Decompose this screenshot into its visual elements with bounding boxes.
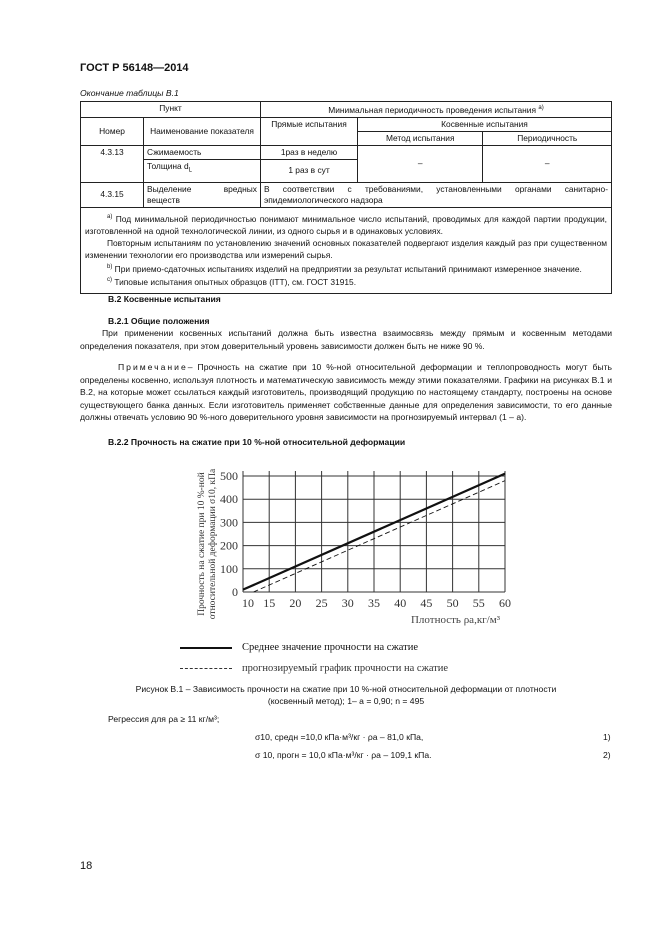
legend-dashed: прогнозируемый график прочности на сжати… bbox=[180, 663, 448, 674]
series-line-dashed bbox=[253, 480, 506, 593]
table-caption: Окончание таблицы В.1 bbox=[80, 88, 179, 98]
x-tick-label: 55 bbox=[473, 596, 485, 610]
th-direct: Прямые испытания bbox=[260, 116, 358, 146]
series-line-solid bbox=[242, 472, 506, 591]
y-tick-label: 200 bbox=[220, 539, 238, 553]
y-tick-label: 300 bbox=[220, 515, 238, 529]
x-tick-label: 25 bbox=[316, 596, 328, 610]
paragraph-1: При применении косвенных испытаний должн… bbox=[80, 328, 612, 351]
th-periodicity: Периодичность bbox=[482, 130, 612, 146]
table-row: 4.3.13 Сжимаемость 1раз в неделю – – bbox=[80, 144, 612, 183]
table-row: 4.3.15 Выделение вредных веществ В соотв… bbox=[80, 181, 612, 208]
section-b21-heading: В.2.1 Общие положения bbox=[108, 316, 210, 326]
y-tick-label: 400 bbox=[220, 492, 238, 506]
note-a: а) Под минимальной периодичностью понима… bbox=[85, 213, 607, 236]
x-axis-label: Плотность ρа,кг/м³ bbox=[411, 614, 501, 626]
figure-b1-chart: 10 15 20 25 30 35 40 45 50 55 60 0 100 200 300 400 500 Пл… bbox=[196, 468, 511, 626]
legend-solid: Среднее значение прочности на сжатие bbox=[180, 642, 418, 653]
x-tick-label: 50 bbox=[447, 596, 459, 610]
regression-text: Регрессия для ρа ≥ 11 кг/м³; bbox=[108, 714, 220, 724]
page-number: 18 bbox=[80, 860, 93, 872]
document-header: ГОСТ Р 56148—2014 bbox=[80, 62, 189, 74]
table-row: Толщина dL 1 раз в сут bbox=[81, 158, 612, 183]
figure-caption: Рисунок В.1 – Зависимость прочности на с… bbox=[135, 684, 557, 706]
th-name: Наименование показателя bbox=[143, 116, 261, 146]
x-tick-label: 20 bbox=[289, 596, 301, 610]
x-tick-label: 15 bbox=[263, 596, 275, 610]
y-tick-label: 500 bbox=[220, 469, 238, 483]
formula-1-number: 1) bbox=[603, 732, 611, 742]
x-tick-label: 40 bbox=[394, 596, 406, 610]
y-axis-label: Прочность на сжатие при 10 %-нойотносите… bbox=[196, 468, 218, 619]
note-a-cont: Повторным испытаниям по установлению зна… bbox=[85, 237, 607, 260]
legend-dashed-line-icon bbox=[180, 668, 232, 670]
y-tick-label: 100 bbox=[220, 562, 238, 576]
x-tick-label: 60 bbox=[499, 596, 511, 610]
x-tick-label: 30 bbox=[342, 596, 354, 610]
th-method: Метод испытания bbox=[356, 130, 484, 146]
th-item: Пункт bbox=[80, 101, 261, 118]
x-tick-label: 45 bbox=[420, 596, 432, 610]
th-indirect: Косвенные испытания bbox=[357, 116, 612, 132]
th-number: Номер bbox=[80, 116, 144, 146]
table-b1: Пункт Минимальная периодичность проведен… bbox=[80, 101, 612, 295]
section-b2-heading: В.2 Косвенные испытания bbox=[108, 294, 221, 304]
section-b22-heading: В.2.2 Прочность на сжатие при 10 %-ной о… bbox=[108, 437, 406, 447]
x-tick-label: 35 bbox=[368, 596, 380, 610]
formula-2-number: 2) bbox=[603, 750, 611, 760]
th-period: Минимальная периодичность проведения исп… bbox=[260, 101, 612, 118]
legend-solid-line-icon bbox=[180, 646, 232, 649]
note-c: c) Типовые испытания опытных образцов (I… bbox=[107, 277, 357, 288]
formula-1: σ10, средн =10,0 кПа·м³/кг · ρа – 81,0 к… bbox=[255, 732, 424, 742]
y-tick-label: 0 bbox=[232, 585, 238, 599]
table-notes: а) Под минимальной периодичностью понима… bbox=[80, 206, 612, 295]
note-paragraph: Примечание– Прочность на сжатие при 10 %… bbox=[80, 362, 612, 422]
x-tick-label: 10 bbox=[242, 596, 254, 610]
note-b: b) При приемо-сдаточных испытаниях издел… bbox=[107, 263, 582, 274]
formula-2: σ 10, прогн = 10,0 кПа·м³/кг · ρа – 109,… bbox=[255, 750, 432, 760]
